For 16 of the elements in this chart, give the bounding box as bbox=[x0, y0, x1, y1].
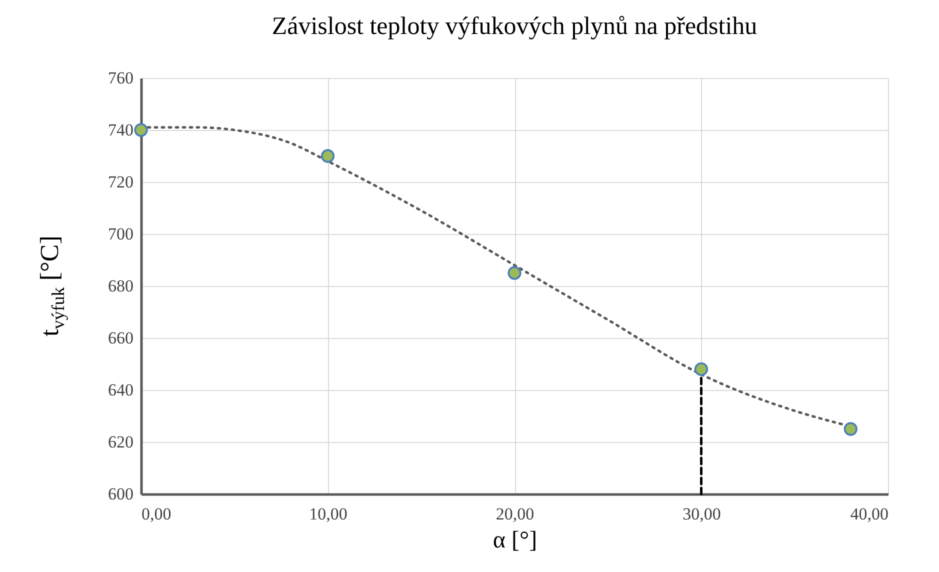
y-tick-label: 760 bbox=[108, 68, 134, 88]
x-tick-label: 10,00 bbox=[309, 504, 348, 524]
y-tick-label: 700 bbox=[108, 224, 134, 244]
y-tick-label: 640 bbox=[108, 380, 134, 400]
y-tick-label: 720 bbox=[108, 172, 134, 192]
y-tick-label: 740 bbox=[108, 120, 134, 140]
y-tick-label: 620 bbox=[108, 432, 134, 452]
y-tick-label: 680 bbox=[108, 276, 134, 296]
chart-title: Závislost teploty výfukových plynů na předstihu bbox=[272, 13, 758, 40]
x-tick-label: 0,00 bbox=[142, 504, 172, 524]
x-tick-label: 20,00 bbox=[496, 504, 534, 524]
x-tick-label: 40,00 bbox=[850, 504, 888, 524]
y-tick-label: 660 bbox=[108, 328, 134, 348]
x-tick-label: 30,00 bbox=[682, 504, 721, 524]
x-axis-title: α [°] bbox=[492, 528, 538, 554]
y-tick-label: 600 bbox=[108, 484, 134, 504]
